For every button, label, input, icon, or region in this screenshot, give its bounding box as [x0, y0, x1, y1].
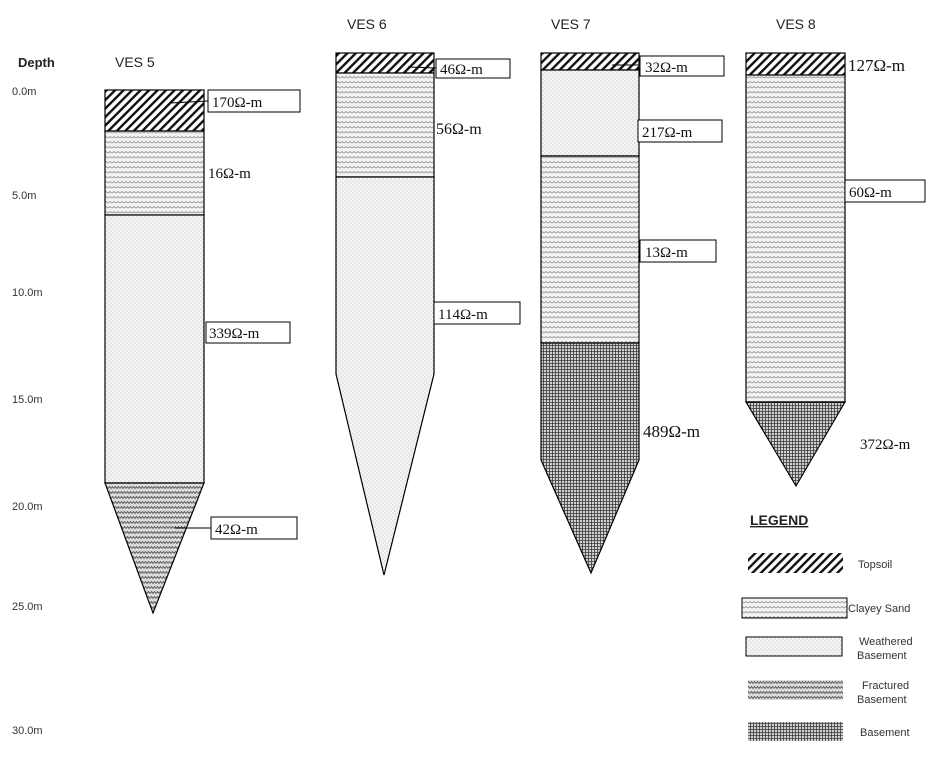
legend-swatch-weathered-basement — [745, 636, 843, 657]
depth-tick-0: 0.0m — [12, 86, 36, 98]
ves8-log: VES 8 127Ω-m 60Ω-m 372Ω-m — [744, 16, 926, 488]
ves7-layer-basement — [540, 342, 640, 575]
ves5-label-box-weathered — [205, 321, 291, 344]
depth-tick-25: 25.0m — [12, 601, 43, 613]
ves5-layer-clayey-sand — [104, 130, 205, 216]
ves5-log: VES 5 170Ω-m 16Ω-m 339Ω-m 42Ω-m — [104, 54, 301, 615]
ves7-label-weathered-basement: 217Ω-m — [642, 125, 693, 141]
legend-swatch-basement — [748, 722, 843, 741]
ves6-label-clayey-sand: 56Ω-m — [436, 121, 482, 138]
ves7-label-basement: 489Ω-m — [643, 422, 700, 441]
ves7-layer-clayey-sand — [540, 155, 640, 344]
ves6-label-box-weathered — [433, 301, 521, 325]
ves6-layer-clayey-sand — [335, 72, 435, 178]
ves8-label-clayey-sand: 60Ω-m — [849, 185, 892, 201]
legend-label-weathered-line2: Basement — [857, 650, 907, 662]
ves5-label-fractured-basement: 42Ω-m — [215, 522, 258, 538]
legend-label-weathered-basement: Weathered Basement — [857, 636, 916, 662]
ves6-title: VES 6 — [347, 16, 387, 32]
legend-title: LEGEND — [750, 512, 808, 528]
ves5-label-box-topsoil — [207, 89, 301, 113]
legend-label-weathered-line1: Weathered — [859, 636, 913, 648]
ves8-label-basement: 372Ω-m — [860, 437, 911, 453]
ves8-title: VES 8 — [776, 16, 816, 32]
ves5-title: VES 5 — [115, 54, 155, 70]
ves6-label-box-topsoil — [435, 58, 511, 79]
ves5-layer-fractured-basement — [104, 482, 205, 615]
ves8-label-box-clayey — [844, 179, 926, 203]
ves6-label-topsoil: 46Ω-m — [440, 62, 483, 78]
ves5-label-weathered-basement: 339Ω-m — [209, 326, 260, 342]
ves6-label-weathered-basement: 114Ω-m — [438, 307, 488, 323]
ves7-title: VES 7 — [551, 16, 591, 32]
ves5-layer-weathered-basement — [104, 214, 205, 484]
ves5-leader-topsoil — [169, 100, 209, 104]
legend-label-fractured-line2: Basement — [857, 694, 907, 706]
depth-axis-ticks: 0.0m 5.0m 10.0m 15.0m 20.0m 25.0m 30.0m — [12, 86, 43, 737]
depth-tick-30: 30.0m — [12, 725, 43, 737]
legend-label-clayey-sand: Clayey Sand — [848, 603, 910, 615]
legend-label-fractured-line1: Fractured — [862, 680, 909, 692]
ves7-label-box-clayey — [639, 239, 717, 263]
ves6-layer-topsoil — [335, 52, 435, 74]
depth-tick-20: 20.0m — [12, 501, 43, 513]
legend: LEGEND Topsoil Clayey Sand Weathered Bas… — [741, 512, 916, 741]
depth-tick-5: 5.0m — [12, 190, 36, 202]
legend-label-fractured-basement: Fractured Basement — [857, 680, 912, 706]
depth-tick-10: 10.0m — [12, 287, 43, 299]
legend-swatch-topsoil — [748, 553, 843, 573]
ves7-layer-weathered-basement — [540, 69, 640, 157]
depth-tick-15: 15.0m — [12, 394, 43, 406]
ves8-layer-topsoil — [745, 52, 846, 76]
ves8-layer-basement — [744, 401, 847, 488]
ves7-label-box-topsoil — [639, 55, 725, 77]
legend-swatch-fractured-basement — [748, 680, 843, 700]
ves5-label-topsoil: 170Ω-m — [212, 95, 263, 111]
ves6-log: VES 6 46Ω-m 56Ω-m 114Ω-m — [335, 16, 521, 576]
ves7-label-clayey-sand: 13Ω-m — [645, 245, 688, 261]
ves5-label-box-fractured — [210, 516, 298, 540]
ves7-layer-topsoil — [540, 52, 640, 71]
ves6-leader-topsoil — [407, 66, 437, 69]
depth-axis-title: Depth — [18, 55, 55, 70]
ves7-label-box-weathered — [637, 119, 723, 143]
legend-label-basement: Basement — [860, 727, 910, 739]
ves6-layer-weathered-basement — [335, 176, 435, 576]
ves7-log: VES 7 32Ω-m 217Ω-m 13Ω-m 489Ω-m — [540, 16, 725, 575]
ves8-layer-clayey-sand — [745, 74, 846, 403]
ves5-label-clayey-sand: 16Ω-m — [208, 166, 251, 182]
ves7-label-topsoil: 32Ω-m — [645, 60, 688, 76]
legend-swatch-clayey-sand — [741, 597, 848, 619]
ves8-label-topsoil: 127Ω-m — [848, 56, 905, 75]
legend-label-topsoil: Topsoil — [858, 559, 892, 571]
ves5-layer-topsoil — [104, 89, 205, 132]
